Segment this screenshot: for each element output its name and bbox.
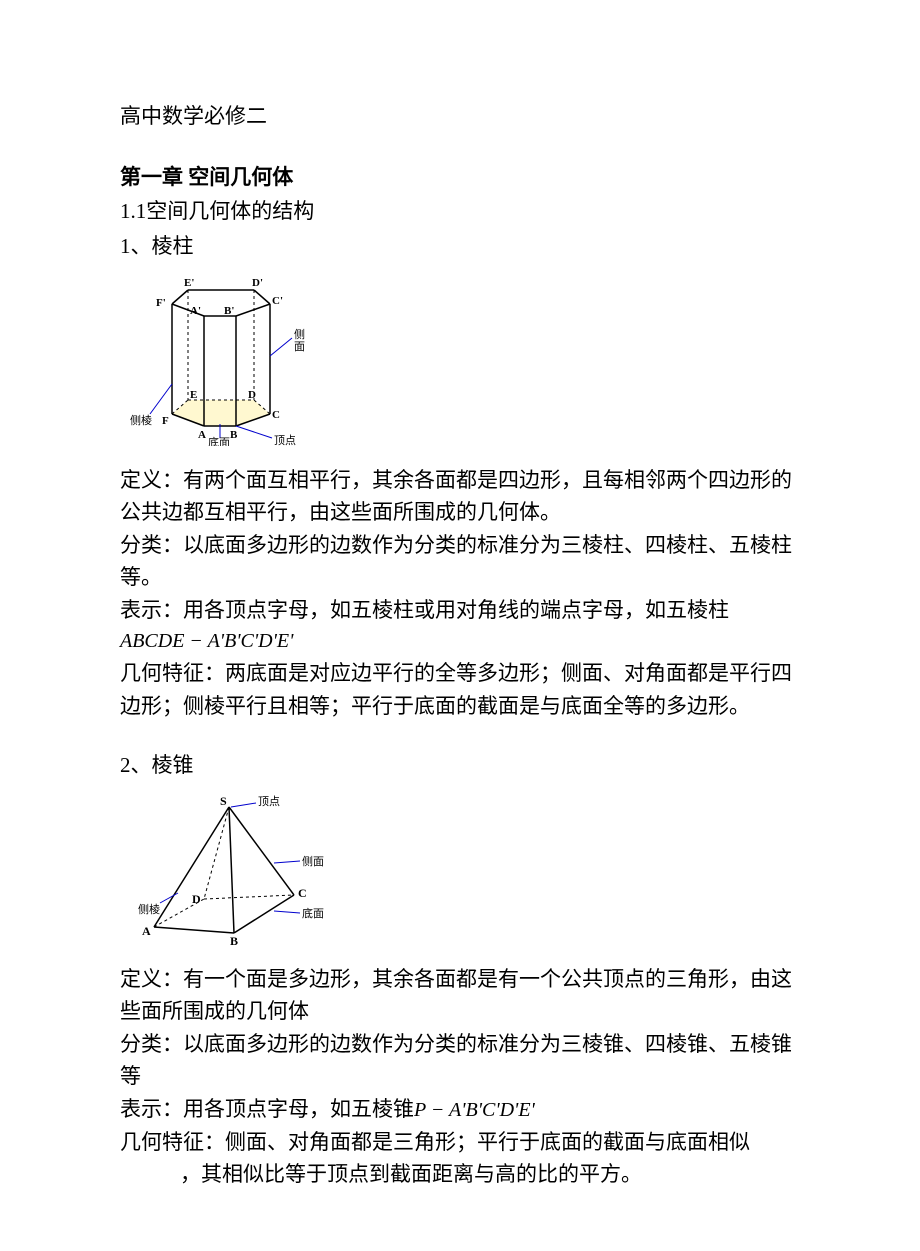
item1-classification: 分类：以底面多边形的边数作为分类的标准分为三棱柱、四棱柱、五棱柱等。 bbox=[120, 529, 805, 594]
item2-number: 2、棱锥 bbox=[120, 749, 805, 782]
item1-number: 1、棱柱 bbox=[120, 230, 805, 263]
svg-text:C: C bbox=[272, 409, 280, 421]
svg-text:E': E' bbox=[184, 277, 194, 289]
item2-definition: 定义：有一个面是多边形，其余各面都是有一个公共顶点的三角形，由这些面所围成的几何… bbox=[120, 963, 805, 1028]
svg-text:E: E bbox=[190, 389, 197, 401]
document-title: 高中数学必修二 bbox=[120, 100, 805, 133]
svg-text:D: D bbox=[192, 892, 201, 906]
figure-pyramid: 顶点 侧面 侧棱 底面 S A B C D bbox=[124, 785, 805, 955]
item2-notation-prefix: 表示：用各顶点字母，如五棱锥 bbox=[120, 1097, 414, 1121]
item1-formula: ABCDE − A'B'C'D'E' bbox=[120, 626, 805, 657]
item2-notation: 表示：用各顶点字母，如五棱锥P − A'B'C'D'E' bbox=[120, 1093, 805, 1126]
item2-formula: P − A'B'C'D'E' bbox=[414, 1099, 535, 1121]
figure-prism: 侧 面 侧棱 底面 顶点 E' D' F' A' B' C' E D F A B… bbox=[124, 266, 805, 456]
svg-text:B': B' bbox=[224, 305, 234, 317]
svg-text:底面: 底面 bbox=[302, 906, 324, 920]
item2-classification: 分类：以底面多边形的边数作为分类的标准分为三棱锥、四棱锥、五棱锥等 bbox=[120, 1028, 805, 1093]
svg-text:F: F bbox=[162, 415, 169, 427]
svg-text:C': C' bbox=[272, 295, 283, 307]
svg-text:底面: 底面 bbox=[208, 435, 230, 446]
svg-text:顶点: 顶点 bbox=[258, 795, 280, 808]
svg-text:A': A' bbox=[190, 305, 201, 317]
svg-text:面: 面 bbox=[294, 341, 305, 353]
svg-text:F': F' bbox=[156, 297, 166, 309]
item1-definition: 定义：有两个面互相平行，其余各面都是四边形，且每相邻两个四边形的公共边都互相平行… bbox=[120, 464, 805, 529]
svg-text:C: C bbox=[298, 886, 307, 900]
svg-text:B: B bbox=[230, 429, 238, 441]
chapter-title: 第一章 空间几何体 bbox=[120, 161, 805, 194]
item1-features: 几何特征：两底面是对应边平行的全等多边形；侧面、对角面都是平行四边形；侧棱平行且… bbox=[120, 657, 805, 722]
item2-features-line2: ，其相似比等于顶点到截面距离与高的比的平方。 bbox=[120, 1158, 805, 1191]
svg-text:侧: 侧 bbox=[294, 328, 305, 341]
section-title: 1.1空间几何体的结构 bbox=[120, 195, 805, 228]
svg-text:侧棱: 侧棱 bbox=[130, 414, 152, 427]
svg-text:顶点: 顶点 bbox=[274, 434, 296, 446]
svg-text:侧棱: 侧棱 bbox=[138, 903, 160, 916]
item2-features-line1: 几何特征：侧面、对角面都是三角形；平行于底面的截面与底面相似 bbox=[120, 1126, 805, 1159]
item1-notation: 表示：用各顶点字母，如五棱柱或用对角线的端点字母，如五棱柱 bbox=[120, 594, 805, 627]
svg-text:B: B bbox=[230, 934, 238, 945]
svg-text:A: A bbox=[198, 429, 206, 441]
svg-text:D': D' bbox=[252, 277, 263, 289]
svg-text:侧面: 侧面 bbox=[302, 855, 324, 868]
svg-text:D: D bbox=[248, 389, 256, 401]
svg-text:A: A bbox=[142, 924, 151, 938]
svg-text:S: S bbox=[220, 794, 227, 808]
